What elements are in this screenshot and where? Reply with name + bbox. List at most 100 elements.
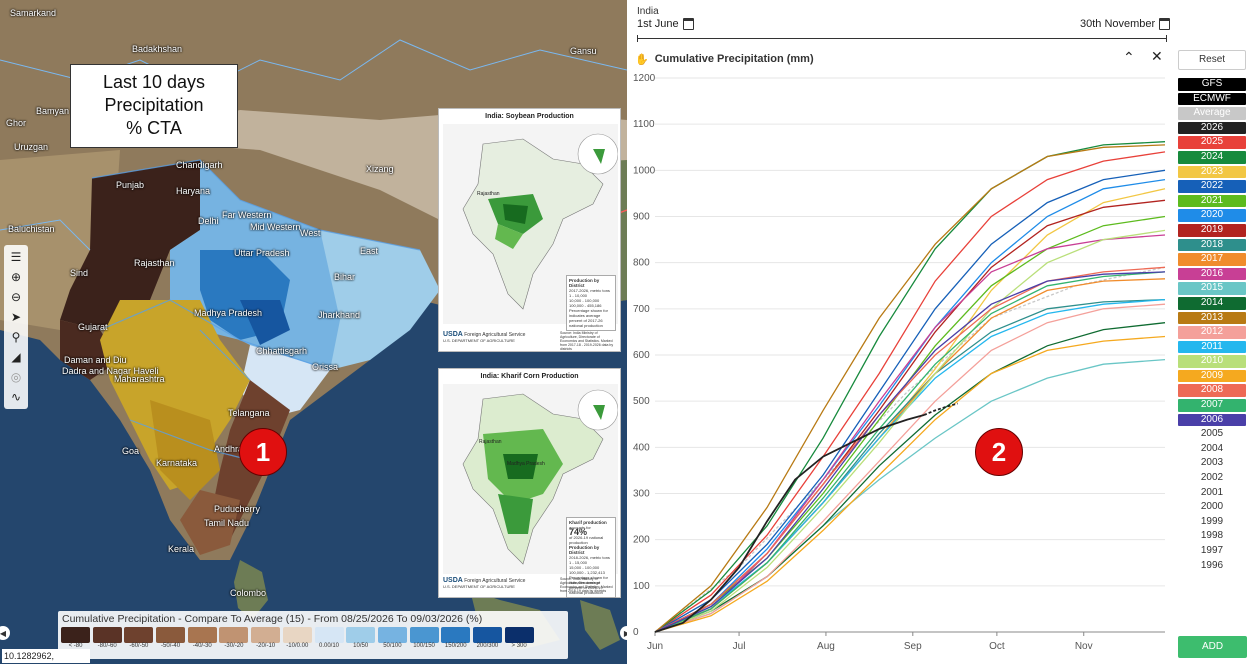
series-line-2013[interactable] [654, 144, 1166, 633]
marker-2: 2 [975, 428, 1023, 476]
year-toggle-2021[interactable]: 2021 [1178, 194, 1246, 208]
year-toggle-ecmwf[interactable]: ECMWF [1178, 92, 1246, 106]
map-label: Chandigarh [176, 160, 223, 170]
collapse-chevron-icon[interactable]: ⌃ [1123, 49, 1135, 65]
year-toggle-2025[interactable]: 2025 [1178, 136, 1246, 149]
drag-hand-icon[interactable]: ✋ [635, 53, 649, 66]
locate-icon[interactable]: ◎ [10, 370, 22, 384]
year-toggle-gfs[interactable]: GFS [1178, 78, 1246, 91]
series-line-2022[interactable] [654, 169, 1166, 633]
series-line-2014[interactable] [654, 322, 1166, 633]
collapse-left-icon[interactable]: ◀ [0, 626, 10, 640]
year-toggle-2011[interactable]: 2011 [1178, 340, 1246, 354]
legend-bin-label: -60/-50 [129, 643, 149, 649]
year-toggle-2015[interactable]: 2015 [1178, 282, 1246, 295]
legend-bin-label: 10/50 [353, 643, 369, 649]
search-icon[interactable]: ⚲ [11, 330, 21, 344]
year-toggle-1998[interactable]: 1998 [1200, 530, 1224, 542]
dept-name: U.S. DEPARTMENT OF AGRICULTURE [443, 584, 515, 589]
series-line-2008[interactable] [654, 266, 1166, 633]
callout-line: % CTA [126, 118, 182, 138]
calendar-icon[interactable] [682, 18, 694, 30]
series-line-2009[interactable] [654, 335, 1166, 633]
map-label: Bamyan [36, 106, 70, 116]
series-line-2026[interactable] [654, 414, 925, 633]
calendar-icon[interactable] [1159, 18, 1171, 30]
series-line-2007[interactable] [654, 271, 1166, 633]
legend-bin-label: -20/-10 [256, 643, 276, 649]
map-toolbar: ☰ ⊕ ⊖ ➤ ⚲ ◢ ◎ ∿ [4, 245, 28, 409]
year-toggle-2006[interactable]: 2006 [1178, 413, 1246, 427]
map-label: Maharashtra [114, 374, 165, 384]
series-line-2026-forecast[interactable] [923, 402, 958, 416]
series-line-2024[interactable] [654, 141, 1166, 633]
series-line-2012[interactable] [654, 303, 1166, 633]
date-range-slider[interactable] [637, 35, 1167, 42]
map-label: Baluchistan [8, 224, 55, 234]
series-line-2023[interactable] [654, 188, 1166, 633]
coordinate-readout: 10.1282962, [2, 649, 90, 663]
year-toggle-2024[interactable]: 2024 [1178, 150, 1246, 164]
zoom-out-icon[interactable]: ⊖ [10, 290, 22, 304]
year-toggle-2010[interactable]: 2010 [1178, 355, 1246, 368]
year-toggle-2022[interactable]: 2022 [1178, 180, 1246, 193]
x-tick-label: Sep [904, 641, 922, 652]
zoom-in-icon[interactable]: ⊕ [10, 270, 22, 284]
layers-icon[interactable]: ☰ [10, 250, 22, 264]
year-toggle-2023[interactable]: 2023 [1178, 165, 1246, 179]
year-toggle-2012[interactable]: 2012 [1178, 326, 1246, 339]
year-toggle-1999[interactable]: 1999 [1200, 515, 1224, 527]
close-icon[interactable]: ✕ [1151, 48, 1163, 64]
legend-sub: 2017-2026, metric tons [569, 288, 610, 293]
year-toggle-2008[interactable]: 2008 [1178, 384, 1246, 398]
year-toggle-2003[interactable]: 2003 [1200, 457, 1224, 469]
year-toggle-2020[interactable]: 2020 [1178, 209, 1246, 222]
map-label: Gansu [570, 46, 597, 56]
expand-right-icon[interactable]: ▶ [620, 626, 627, 640]
measure-icon[interactable]: ◢ [11, 350, 21, 364]
year-toggle-2018[interactable]: 2018 [1178, 238, 1246, 252]
inset-title: India: Soybean Production [485, 113, 574, 120]
map-panel[interactable]: Punjab Chandigarh Haryana Delhi Rajasthan Utt… [0, 0, 627, 664]
year-toggle-2000[interactable]: 2000 [1200, 501, 1224, 513]
slider-handle-end[interactable] [1166, 35, 1167, 42]
year-toggle-2014[interactable]: 2014 [1178, 296, 1246, 310]
end-date[interactable]: 30th November [1080, 18, 1171, 30]
map-label: Karnataka [156, 458, 198, 468]
soybean-inset: India: Soybean Production Rajasthan Prod… [438, 108, 621, 352]
map-label: Mid Western [250, 222, 301, 232]
year-toggle-1996[interactable]: 1996 [1200, 559, 1224, 571]
map-label: Puducherry [214, 504, 261, 514]
pointer-icon[interactable]: ➤ [10, 310, 22, 324]
legend-swatch [187, 627, 217, 643]
draw-icon[interactable]: ∿ [10, 390, 22, 404]
y-tick-label: 1000 [633, 165, 656, 176]
series-line-2018[interactable] [654, 298, 1166, 633]
start-date[interactable]: 1st June [637, 18, 694, 30]
series-line-2011[interactable] [654, 298, 1166, 633]
add-button[interactable]: ADD [1178, 636, 1247, 658]
year-toggle-2007[interactable]: 2007 [1178, 399, 1246, 412]
year-toggle-2016[interactable]: 2016 [1178, 267, 1246, 281]
year-toggle-2004[interactable]: 2004 [1200, 442, 1224, 454]
year-toggle-2013[interactable]: 2013 [1178, 311, 1246, 325]
reset-button[interactable]: Reset [1178, 50, 1246, 70]
year-toggle-2002[interactable]: 2002 [1200, 472, 1224, 484]
series-line-2020[interactable] [654, 178, 1166, 633]
series-line-2006[interactable] [654, 271, 1166, 633]
year-toggle-2017[interactable]: 2017 [1178, 253, 1246, 266]
year-toggle-2009[interactable]: 2009 [1178, 369, 1246, 383]
map-label: Ghor [6, 118, 27, 128]
legend-item: 10,000 - 100,000 [569, 298, 600, 303]
year-toggle-average[interactable]: Average [1178, 107, 1246, 120]
year-toggle-2005[interactable]: 2005 [1200, 428, 1224, 440]
series-line-2025[interactable] [654, 151, 1166, 633]
map-label: Orissa [312, 362, 339, 372]
year-toggle-1997[interactable]: 1997 [1200, 545, 1224, 556]
slider-handle-start[interactable] [637, 35, 638, 42]
series-line-2016[interactable] [654, 234, 1166, 633]
series-line-2010[interactable] [654, 229, 1166, 633]
year-toggle-2001[interactable]: 2001 [1200, 486, 1224, 498]
year-toggle-2026[interactable]: 2026 [1178, 121, 1246, 135]
year-toggle-2019[interactable]: 2019 [1178, 223, 1246, 237]
